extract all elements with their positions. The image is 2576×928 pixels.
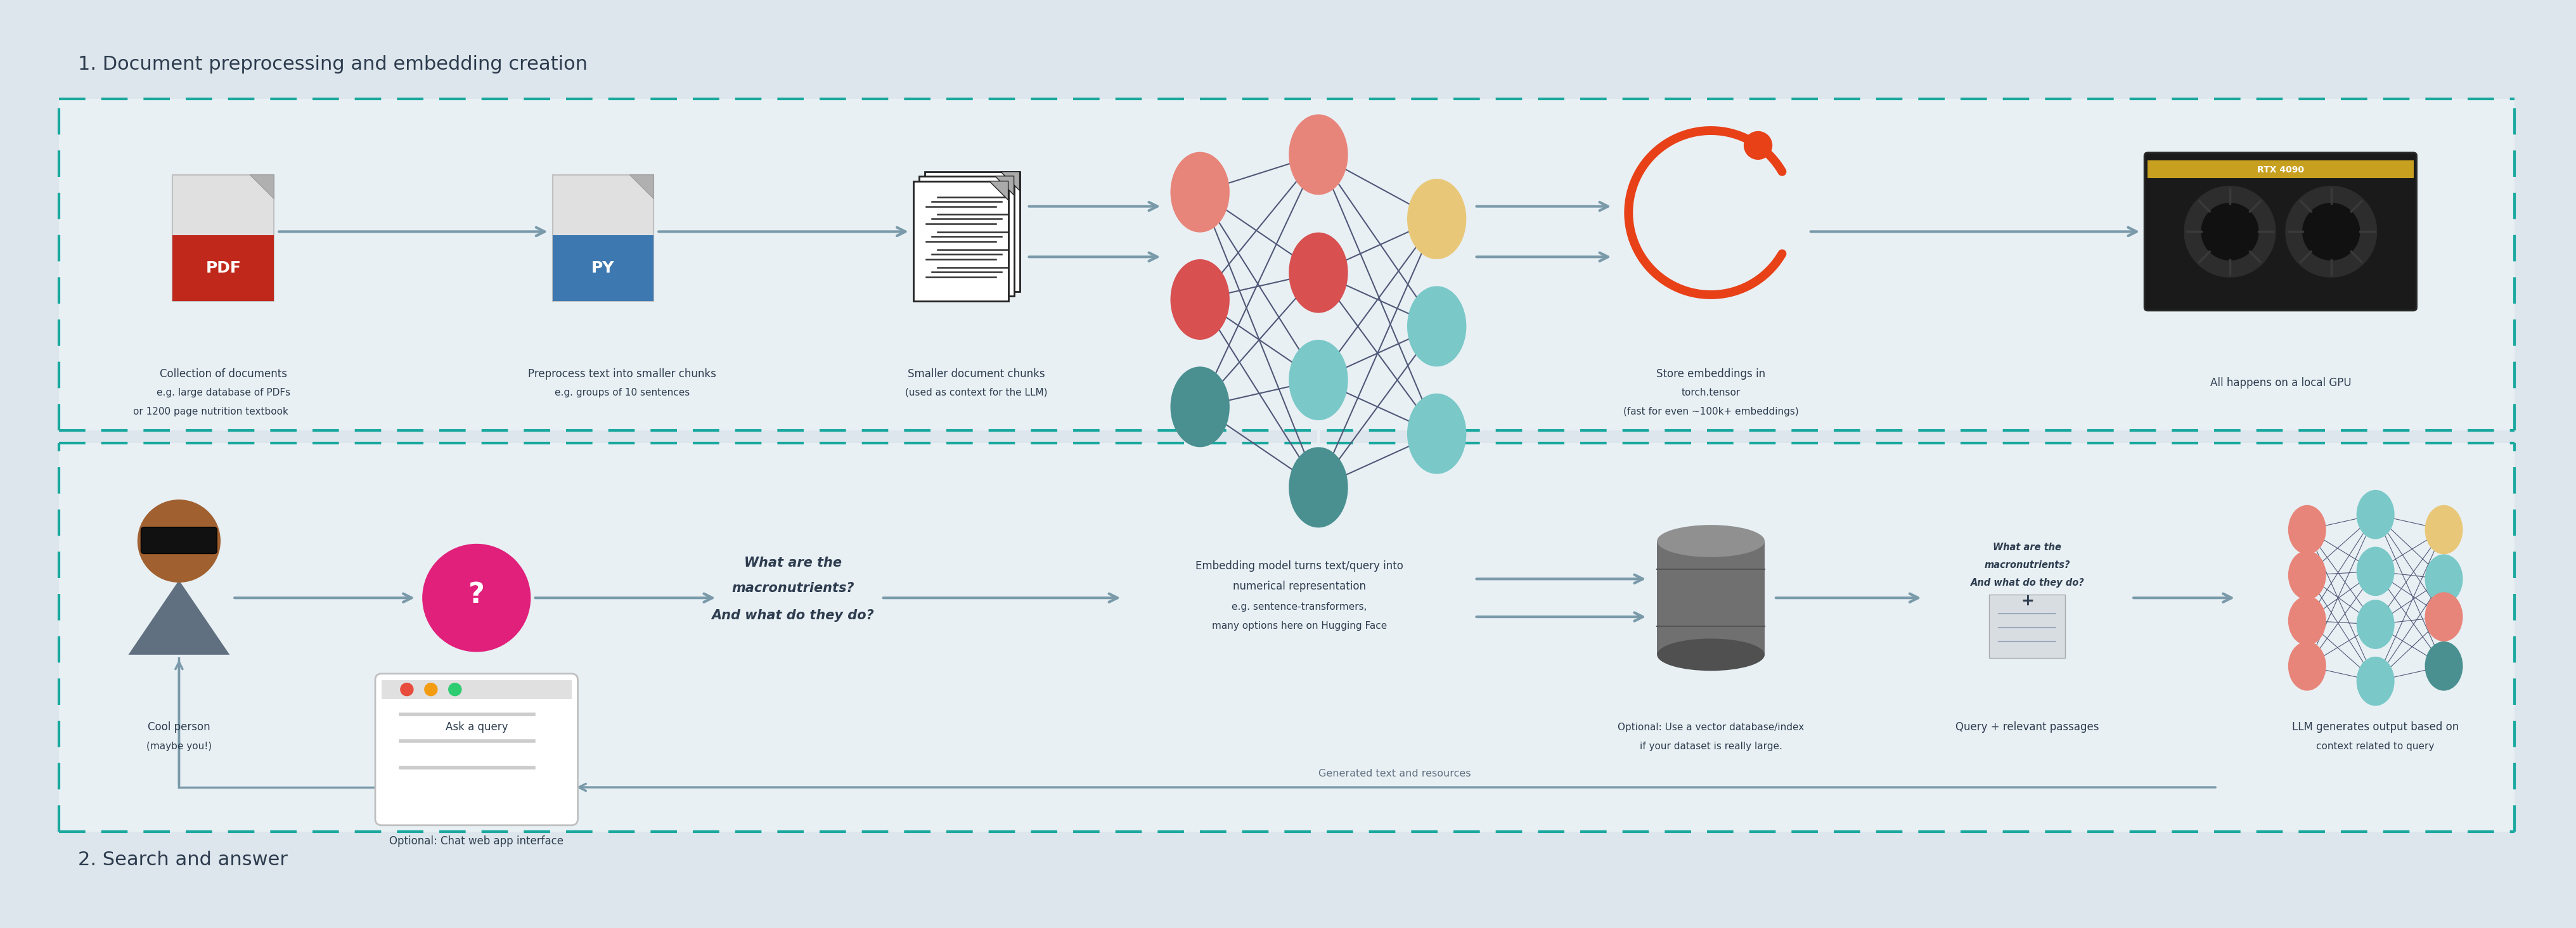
Text: torch.tensor: torch.tensor	[1682, 388, 1741, 397]
Text: many options here on Hugging Face: many options here on Hugging Face	[1211, 621, 1386, 630]
Text: +: +	[2020, 593, 2035, 609]
Text: PY: PY	[592, 261, 616, 276]
Ellipse shape	[2357, 599, 2396, 649]
FancyBboxPatch shape	[914, 181, 1007, 301]
Text: Optional: Chat web app interface: Optional: Chat web app interface	[389, 835, 564, 846]
Text: Smaller document chunks: Smaller document chunks	[907, 368, 1046, 380]
Polygon shape	[999, 172, 1020, 190]
Circle shape	[2202, 203, 2259, 260]
Text: Optional: Use a vector database/index: Optional: Use a vector database/index	[1618, 723, 1803, 732]
Text: 2. Search and answer: 2. Search and answer	[77, 851, 289, 870]
Text: Store embeddings in: Store embeddings in	[1656, 368, 1765, 380]
Text: if your dataset is really large.: if your dataset is really large.	[1638, 741, 1783, 751]
Text: Cool person: Cool person	[147, 722, 211, 733]
Text: Preprocess text into smaller chunks: Preprocess text into smaller chunks	[528, 368, 716, 380]
Ellipse shape	[1170, 259, 1229, 340]
Ellipse shape	[2424, 505, 2463, 554]
FancyBboxPatch shape	[551, 174, 654, 301]
Circle shape	[2184, 187, 2275, 277]
Ellipse shape	[1288, 232, 1347, 313]
Text: (used as context for the LLM): (used as context for the LLM)	[904, 388, 1048, 397]
Text: Collection of documents: Collection of documents	[160, 368, 286, 380]
Ellipse shape	[2287, 505, 2326, 554]
Ellipse shape	[1406, 286, 1466, 367]
Text: or 1200 page nutrition textbook: or 1200 page nutrition textbook	[134, 406, 289, 417]
Circle shape	[2303, 203, 2360, 260]
FancyBboxPatch shape	[1656, 541, 1765, 655]
Ellipse shape	[1406, 179, 1466, 259]
Text: e.g. groups of 10 sentences: e.g. groups of 10 sentences	[554, 388, 690, 397]
Polygon shape	[129, 580, 229, 655]
Ellipse shape	[1170, 367, 1229, 447]
Text: Generated text and resources: Generated text and resources	[1319, 768, 1471, 779]
Circle shape	[448, 683, 461, 696]
FancyBboxPatch shape	[2143, 153, 2416, 311]
Ellipse shape	[1288, 447, 1347, 528]
Text: LLM generates output based on: LLM generates output based on	[2293, 722, 2460, 733]
Circle shape	[399, 683, 412, 696]
FancyBboxPatch shape	[1989, 595, 2066, 658]
Ellipse shape	[2357, 547, 2396, 596]
Ellipse shape	[1170, 152, 1229, 232]
Text: RTX 4090: RTX 4090	[2257, 165, 2303, 174]
Text: And what do they do?: And what do they do?	[711, 609, 873, 622]
FancyBboxPatch shape	[59, 444, 2514, 831]
Ellipse shape	[2287, 641, 2326, 690]
Polygon shape	[250, 174, 273, 199]
FancyBboxPatch shape	[376, 674, 577, 825]
Ellipse shape	[1288, 114, 1347, 195]
FancyBboxPatch shape	[551, 236, 654, 301]
FancyBboxPatch shape	[142, 527, 216, 554]
FancyBboxPatch shape	[173, 236, 273, 301]
Ellipse shape	[1406, 393, 1466, 474]
Circle shape	[1744, 132, 1772, 160]
Text: All happens on a local GPU: All happens on a local GPU	[2210, 378, 2352, 389]
Polygon shape	[989, 181, 1007, 200]
Ellipse shape	[2424, 554, 2463, 603]
FancyBboxPatch shape	[173, 174, 273, 301]
Text: context related to query: context related to query	[2316, 741, 2434, 751]
FancyBboxPatch shape	[59, 99, 2514, 431]
Text: And what do they do?: And what do they do?	[1971, 578, 2084, 587]
Polygon shape	[994, 176, 1015, 195]
Text: e.g. large database of PDFs: e.g. large database of PDFs	[157, 388, 291, 397]
Text: Query + relevant passages: Query + relevant passages	[1955, 722, 2099, 733]
Text: ?: ?	[469, 581, 484, 609]
FancyBboxPatch shape	[381, 680, 572, 699]
Text: What are the: What are the	[744, 557, 842, 570]
Text: Embedding model turns text/query into: Embedding model turns text/query into	[1195, 561, 1404, 572]
Text: macronutrients?: macronutrients?	[1984, 561, 2071, 570]
Ellipse shape	[1656, 638, 1765, 671]
Text: 1. Document preprocessing and embedding creation: 1. Document preprocessing and embedding …	[77, 55, 587, 73]
FancyBboxPatch shape	[925, 172, 1020, 291]
Text: PDF: PDF	[206, 261, 242, 276]
Polygon shape	[629, 174, 654, 199]
Ellipse shape	[2357, 657, 2396, 706]
Text: What are the: What are the	[1994, 543, 2061, 552]
Text: (fast for even ~100k+ embeddings): (fast for even ~100k+ embeddings)	[1623, 406, 1798, 417]
FancyBboxPatch shape	[920, 176, 1015, 296]
Ellipse shape	[2287, 550, 2326, 599]
Ellipse shape	[1656, 525, 1765, 557]
Circle shape	[422, 544, 531, 651]
Ellipse shape	[2357, 490, 2396, 539]
Circle shape	[2285, 187, 2378, 277]
Ellipse shape	[2424, 592, 2463, 641]
FancyBboxPatch shape	[2148, 161, 2414, 178]
Circle shape	[139, 500, 219, 582]
Ellipse shape	[2287, 596, 2326, 645]
Text: macronutrients?: macronutrients?	[732, 582, 855, 595]
Text: Ask a query: Ask a query	[446, 722, 507, 733]
Text: numerical representation: numerical representation	[1234, 581, 1365, 592]
Text: e.g. sentence-transformers,: e.g. sentence-transformers,	[1231, 602, 1368, 612]
Text: (maybe you!): (maybe you!)	[147, 741, 211, 751]
Circle shape	[425, 683, 438, 696]
Ellipse shape	[1288, 340, 1347, 420]
Ellipse shape	[2424, 641, 2463, 690]
